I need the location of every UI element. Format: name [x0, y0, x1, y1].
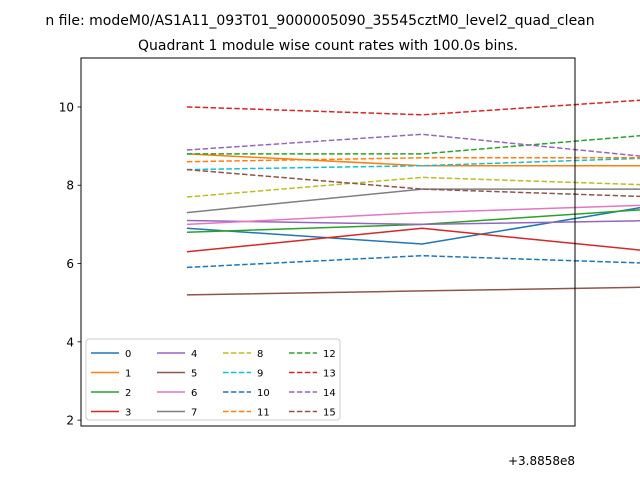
- legend-label-1: 1: [125, 369, 131, 380]
- legend-label-8: 8: [257, 349, 263, 360]
- series-line-2: [186, 209, 640, 233]
- y-tick-label: 10: [59, 100, 74, 114]
- series-line-11: [186, 157, 640, 163]
- figure-suptitle: n file: modeM0/AS1A11_093T01_9000005090_…: [45, 13, 594, 29]
- series-line-8: [186, 176, 640, 198]
- chart-title: Quadrant 1 module wise count rates with …: [138, 38, 518, 54]
- legend-label-15: 15: [323, 408, 336, 419]
- series-line-1: [186, 153, 640, 167]
- legend-label-9: 9: [257, 369, 263, 380]
- legend-label-2: 2: [125, 388, 131, 399]
- y-tick-label: 4: [66, 335, 74, 349]
- series-line-12: [186, 134, 640, 155]
- x-offset-label: +3.8858e8: [508, 454, 575, 468]
- legend-label-10: 10: [257, 388, 270, 399]
- y-tick-label: 2: [66, 414, 74, 428]
- legend-label-14: 14: [323, 388, 336, 399]
- legend-box: [85, 338, 341, 421]
- legend-label-5: 5: [191, 369, 197, 380]
- legend-label-11: 11: [257, 408, 270, 419]
- legend-label-4: 4: [191, 349, 197, 360]
- plot-frame: [80, 57, 576, 427]
- y-tick-label: 8: [66, 179, 74, 193]
- legend-label-7: 7: [191, 408, 197, 419]
- y-tick-label: 6: [66, 257, 74, 271]
- legend-label-0: 0: [125, 349, 131, 360]
- legend-label-13: 13: [323, 369, 336, 380]
- legend-label-3: 3: [125, 408, 131, 419]
- series-line-6: [186, 204, 640, 226]
- legend-label-6: 6: [191, 388, 197, 399]
- legend-label-12: 12: [323, 349, 336, 360]
- y-axis: 2 4 6 8 10: [59, 100, 81, 428]
